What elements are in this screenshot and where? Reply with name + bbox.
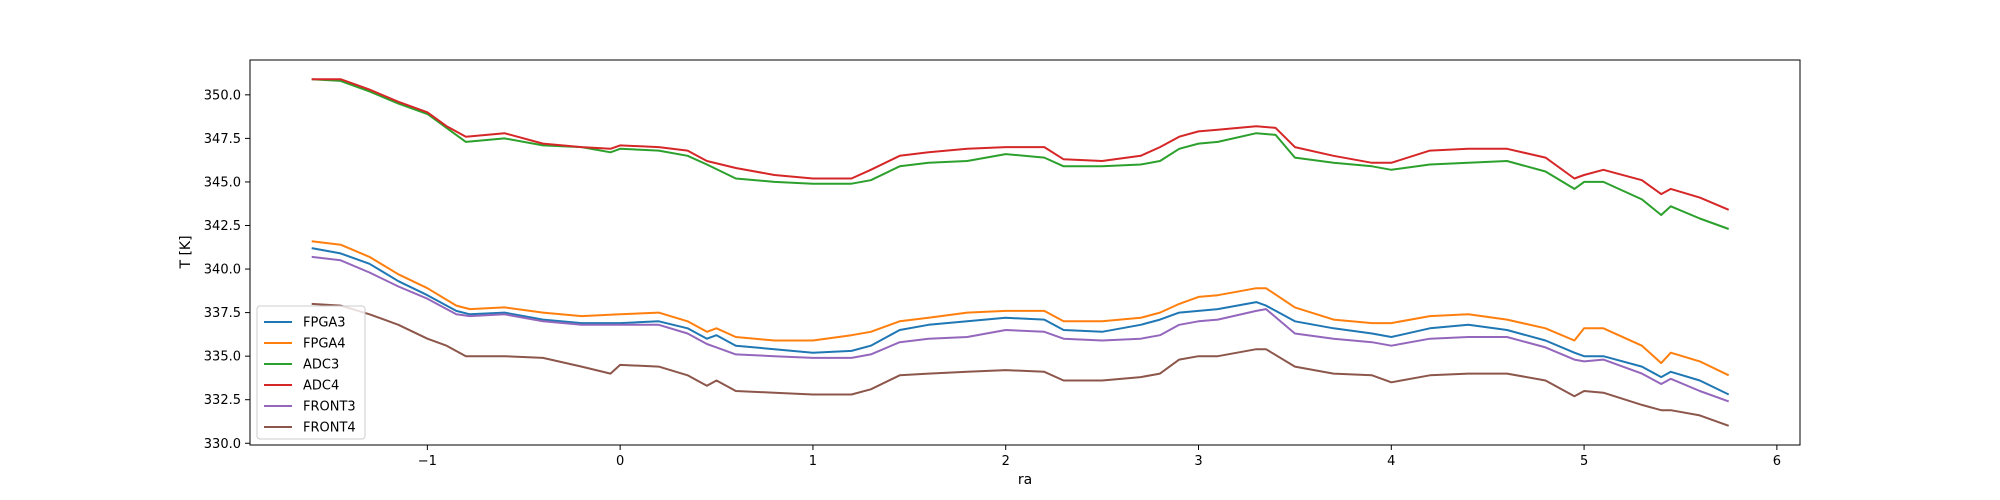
y-tick-label: 337.5 (204, 306, 241, 321)
legend: FPGA3 FPGA4 ADC3 ADC4 FRONT3 FRONT4 (256, 305, 366, 440)
x-axis-label: ra (1018, 472, 1032, 488)
y-tick-label: 340.0 (204, 263, 241, 278)
x-tick-label: 1 (809, 454, 817, 469)
x-axis: −1 0 1 2 3 4 5 6 (418, 445, 1781, 469)
series-line-fpga4 (311, 240, 1730, 377)
x-tick-label: 5 (1580, 454, 1588, 469)
legend-label: FRONT4 (303, 421, 356, 436)
series-line-fpga3 (311, 247, 1730, 396)
series-line-adc3 (311, 78, 1730, 230)
y-tick-label: 345.0 (204, 175, 241, 190)
series-line-front4 (311, 302, 1730, 427)
x-tick-label: −1 (418, 454, 437, 469)
series-line-front3 (311, 255, 1730, 403)
y-tick-label: 332.5 (204, 393, 241, 408)
series-line-adc4 (311, 78, 1730, 211)
y-tick-label: 335.0 (204, 350, 241, 365)
y-tick-label: 342.5 (204, 219, 241, 234)
y-tick-label: 347.5 (204, 132, 241, 147)
plot-frame (249, 59, 1801, 446)
y-tick-label: 350.0 (204, 88, 241, 103)
legend-label: FPGA3 (303, 316, 346, 331)
y-axis-label: T [K] (178, 235, 194, 269)
x-tick-label: 0 (616, 454, 624, 469)
x-tick-label: 4 (1387, 454, 1395, 469)
y-axis: 330.0 332.5 335.0 337.5 340.0 342.5 345.0 347.5… (204, 88, 250, 452)
series-layer (311, 78, 1730, 427)
x-tick-label: 3 (1194, 454, 1202, 469)
x-tick-label: 6 (1773, 454, 1781, 469)
x-tick-label: 2 (1002, 454, 1010, 469)
y-tick-label: 330.0 (204, 437, 241, 452)
legend-label: FPGA4 (303, 337, 346, 352)
legend-label: ADC3 (303, 358, 339, 373)
legend-label: FRONT3 (303, 400, 356, 415)
legend-label: ADC4 (303, 379, 339, 394)
